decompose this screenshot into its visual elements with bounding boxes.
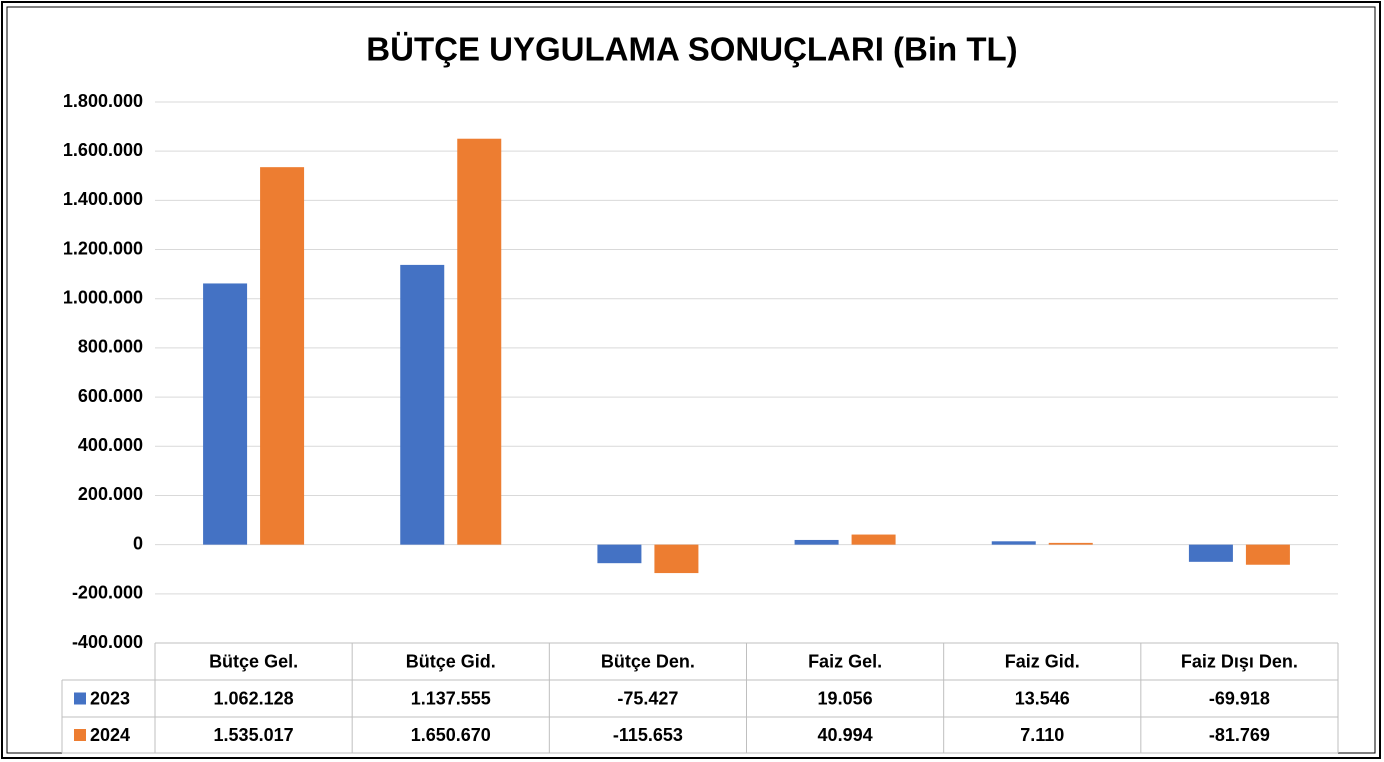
y-tick-label: 200.000 [78, 484, 143, 504]
table-value: 1.535.017 [214, 725, 294, 745]
table-value: -69.918 [1209, 688, 1270, 708]
bar [1188, 544, 1233, 562]
bar [1048, 542, 1093, 545]
x-tick-label: Bütçe Gel. [209, 651, 298, 671]
y-tick-label: 600.000 [78, 386, 143, 406]
bar [260, 167, 305, 545]
table-value: 1.650.670 [411, 725, 491, 745]
table-value: -115.653 [613, 725, 683, 745]
table-value: 13.546 [1015, 688, 1070, 708]
y-tick-label: 1.600.000 [63, 140, 143, 160]
y-tick-label: 1.400.000 [63, 189, 143, 209]
bar [991, 541, 1036, 545]
y-tick-label: 800.000 [78, 337, 143, 357]
y-tick-label: 400.000 [78, 435, 143, 455]
x-tick-label: Faiz Dışı Den. [1181, 651, 1298, 671]
legend-label: 2024 [90, 725, 130, 745]
bar [457, 138, 502, 545]
table-value: 1.137.555 [411, 688, 491, 708]
x-tick-label: Faiz Gel. [808, 651, 882, 671]
bar [794, 539, 839, 545]
bar [203, 283, 248, 545]
table-value: 1.062.128 [214, 688, 294, 708]
y-tick-label: -200.000 [72, 583, 143, 603]
legend-key [74, 692, 86, 705]
legend-key [74, 729, 86, 741]
y-tick-label: 1.200.000 [63, 238, 143, 258]
x-tick-label: Faiz Gid. [1005, 651, 1080, 671]
table-value: -75.427 [617, 688, 678, 708]
x-tick-label: Bütçe Gid. [406, 651, 496, 671]
y-tick-label: 1.800.000 [63, 91, 143, 111]
y-tick-label: 1.000.000 [63, 287, 143, 307]
legend-label: 2023 [90, 688, 130, 708]
bar [654, 544, 699, 574]
table-value: 7.110 [1020, 725, 1064, 745]
table-value: -81.769 [1209, 725, 1270, 745]
table-value: 40.994 [818, 725, 873, 745]
y-tick-label: -400.000 [72, 632, 143, 652]
bar [851, 534, 896, 545]
y-tick-label: 0 [133, 533, 143, 553]
table-value: 19.056 [818, 688, 873, 708]
bar [597, 544, 642, 564]
x-tick-label: Bütçe Den. [601, 651, 695, 671]
chart-title: BÜTÇE UYGULAMA SONUÇLARI (Bin TL) [366, 31, 1017, 68]
bar [400, 264, 445, 545]
bar [1245, 544, 1290, 565]
